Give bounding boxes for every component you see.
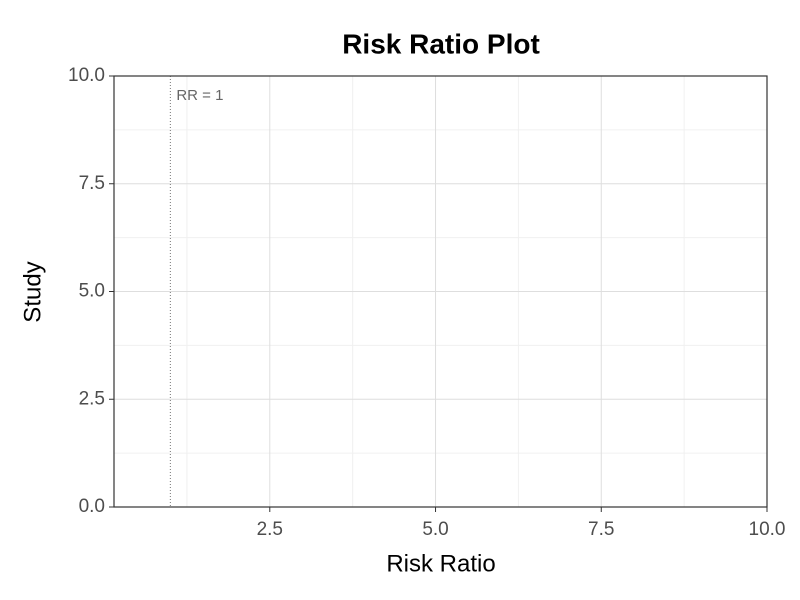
y-tick-label: 0.0 [79, 496, 105, 517]
panel-border [113, 75, 768, 508]
y-tick-label: 10.0 [68, 65, 105, 86]
y-axis-label: Study [19, 261, 46, 322]
x-tick-label: 10.0 [749, 519, 786, 540]
x-tick-label: 5.0 [422, 519, 448, 540]
x-tick-label: 2.5 [257, 519, 283, 540]
x-axis-label: Risk Ratio [386, 550, 495, 577]
y-tick-label: 7.5 [79, 173, 105, 194]
y-tick-label: 2.5 [79, 388, 105, 409]
y-tick-label: 5.0 [79, 281, 105, 302]
x-tick-label: 7.5 [588, 519, 614, 540]
reference-label: RR = 1 [176, 87, 223, 104]
chart-title: Risk Ratio Plot [342, 28, 540, 59]
